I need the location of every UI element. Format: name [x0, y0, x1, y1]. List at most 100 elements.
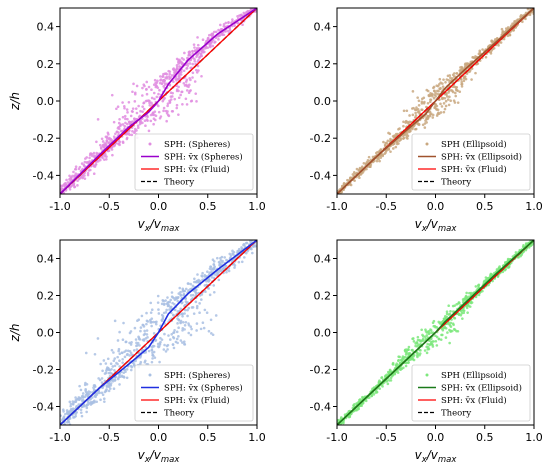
scatter-point: [251, 251, 254, 255]
scatter-point: [127, 132, 131, 135]
scatter-point: [165, 72, 169, 76]
scatter-point: [187, 50, 191, 54]
scatter-point: [177, 89, 180, 93]
scatter-point: [221, 259, 224, 263]
scatter-point: [105, 139, 109, 143]
scatter-point: [448, 89, 451, 92]
scatter-point: [218, 261, 221, 265]
scatter-point: [129, 368, 133, 372]
scatter-point: [352, 170, 356, 174]
scatter-point: [179, 319, 183, 323]
scatter-point: [141, 86, 144, 90]
scatter-point: [169, 305, 172, 309]
scatter-point: [477, 286, 480, 289]
scatter-point: [82, 164, 86, 168]
scatter-point: [477, 293, 481, 297]
scatter-point: [137, 318, 141, 322]
legend-label: SPH (Ellipsoid): [441, 139, 507, 150]
scatter-point: [384, 141, 387, 145]
scatter-cloud: [60, 240, 257, 425]
scatter-point: [449, 99, 452, 103]
scatter-point: [251, 245, 255, 248]
legend-label: Theory: [441, 409, 471, 419]
scatter-point: [84, 390, 88, 394]
legend-box: [411, 133, 531, 191]
scatter-point: [229, 254, 233, 257]
scatter-point: [124, 340, 128, 344]
scatter-point: [469, 291, 473, 295]
scatter-point: [208, 33, 211, 37]
scatter-point: [414, 114, 418, 117]
scatter-point: [396, 371, 400, 374]
scatter-point: [206, 37, 210, 40]
scatter-point: [88, 156, 91, 160]
scatter-point: [231, 252, 234, 255]
x-tick-label: -1.0: [326, 431, 347, 444]
scatter-point: [147, 85, 151, 89]
scatter-point: [420, 100, 424, 104]
scatter-point: [355, 167, 359, 171]
scatter-point: [161, 79, 165, 83]
scatter-point: [129, 343, 133, 346]
scatter-point: [355, 408, 359, 412]
scatter-point: [454, 94, 458, 98]
scatter-point: [93, 165, 96, 168]
scatter-point: [422, 101, 426, 105]
scatter-point: [358, 176, 361, 180]
scatter-point: [504, 27, 508, 30]
scatter-point: [188, 62, 192, 65]
scatter-point: [165, 119, 168, 123]
y-axis-label: z/h: [8, 324, 22, 343]
scatter-point: [99, 146, 103, 149]
scatter-point: [161, 316, 165, 319]
scatter-point: [170, 333, 173, 336]
scatter-point: [432, 85, 436, 89]
scatter-point: [204, 280, 208, 283]
scatter-point: [140, 314, 144, 318]
scatter-point: [71, 174, 74, 178]
scatter-point: [212, 290, 216, 294]
scatter-point: [74, 165, 78, 169]
scatter-point: [159, 336, 162, 340]
scatter-point: [189, 78, 192, 82]
x-axis-label: vx/vmax: [138, 217, 181, 234]
scatter-point: [131, 110, 134, 113]
scatter-point: [178, 286, 182, 290]
scatter-point: [105, 369, 108, 372]
legend-marker-scatter: [148, 373, 152, 377]
scatter-point: [178, 65, 181, 68]
scatter-point: [360, 165, 364, 169]
scatter-point: [420, 108, 423, 111]
scatter-point: [185, 78, 189, 82]
scatter-point: [417, 344, 420, 347]
scatter-point: [426, 342, 429, 346]
scatter-point: [121, 357, 124, 361]
scatter-point: [130, 133, 134, 137]
scatter-point: [385, 373, 388, 377]
scatter-point: [117, 121, 121, 125]
scatter-point: [211, 268, 215, 271]
scatter-point: [153, 97, 156, 101]
scatter-point: [436, 92, 439, 96]
scatter-point: [442, 110, 446, 114]
scatter-point: [138, 114, 142, 118]
x-tick-label: 1.0: [525, 431, 543, 444]
scatter-point: [189, 294, 193, 297]
scatter-point: [196, 273, 199, 276]
scatter-point: [100, 377, 104, 380]
scatter-point: [244, 241, 248, 245]
scatter-point: [88, 153, 92, 157]
scatter-point: [65, 409, 69, 412]
scatter-point: [130, 341, 133, 344]
scatter-point: [464, 77, 468, 81]
scatter-point: [217, 278, 221, 282]
scatter-point: [195, 306, 199, 310]
scatter-point: [411, 113, 415, 117]
scatter-point: [192, 312, 196, 315]
scatter-point: [114, 132, 117, 136]
scatter-point: [439, 321, 443, 324]
scatter-point: [128, 341, 131, 345]
scatter-point: [72, 416, 75, 419]
scatter-point: [387, 131, 390, 135]
scatter-point: [118, 118, 121, 121]
